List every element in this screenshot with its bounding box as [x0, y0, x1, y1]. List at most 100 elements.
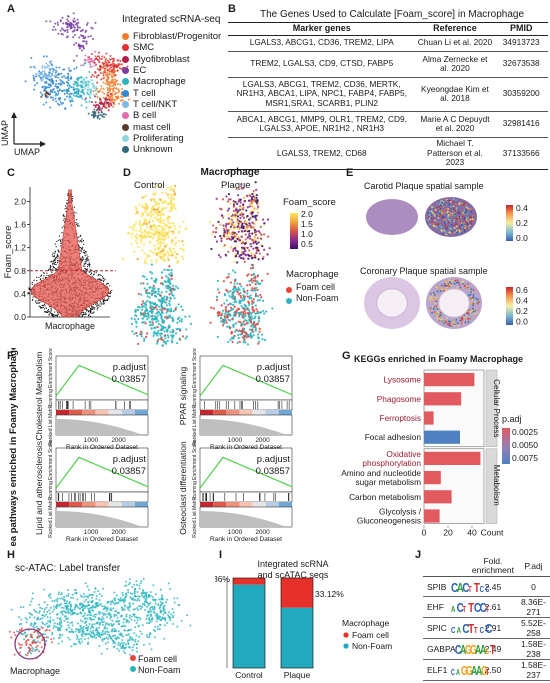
cell-point [136, 305, 140, 308]
panel-d-title: Macrophage [200, 167, 260, 178]
cell-point [106, 65, 109, 68]
rank-axis-label: Ranked List Metric [192, 496, 198, 538]
cell-point [181, 308, 184, 312]
cell-type-legend: Fibroblast/Progenitor SMC Myofibroblast EC M… [122, 31, 221, 155]
cell-point [247, 333, 250, 336]
cell-point [256, 333, 260, 336]
spatial-spot [451, 212, 454, 215]
cell-point [118, 63, 121, 66]
cell-point [160, 302, 164, 305]
cell-point [157, 206, 160, 209]
cell-point [76, 18, 79, 21]
cell-point [265, 310, 268, 313]
cell-point [248, 232, 251, 235]
cell-point [55, 80, 58, 83]
cell-point [67, 594, 70, 597]
cell-point [166, 316, 170, 320]
cell-point [81, 49, 84, 52]
cell-point [210, 306, 213, 309]
cell-point [87, 311, 90, 313]
cell-point [234, 271, 237, 274]
cell-point [131, 226, 134, 229]
vessel-lumen [438, 288, 470, 318]
spatial-spot [434, 302, 436, 305]
spatial-spot [429, 306, 432, 309]
cell-point [223, 229, 226, 232]
cell-point [106, 72, 109, 75]
cell-point [146, 312, 150, 315]
cell-point [76, 95, 79, 98]
cell-point [157, 319, 160, 322]
rank-colorbar-segment [200, 502, 214, 507]
cell-point [62, 81, 65, 84]
cell-point [80, 316, 82, 318]
cell-point [33, 279, 35, 281]
padj-value: 0.03857 [112, 374, 146, 385]
cell-point [109, 285, 111, 287]
spatial-spot [437, 228, 440, 231]
cell-point [63, 74, 66, 77]
spatial-spot [435, 214, 438, 217]
cell-point [143, 315, 146, 318]
cell-point [108, 98, 111, 101]
spatial-spot [472, 289, 475, 291]
cell-point [234, 236, 237, 239]
cell-point [120, 63, 123, 66]
cell-point [113, 63, 116, 66]
cell-point [240, 296, 243, 299]
cell-point [154, 200, 158, 204]
cell-point [234, 278, 237, 281]
spatial-spot [464, 285, 467, 288]
spatial-spot [469, 218, 472, 221]
cell-point [218, 291, 221, 294]
cell-point [37, 302, 39, 304]
cell-point [215, 227, 218, 231]
cell-point [115, 87, 118, 90]
cell-point [162, 238, 165, 241]
cell-point [50, 96, 53, 99]
spatial-spot [445, 203, 448, 206]
cell-point [48, 275, 50, 277]
cell-point [53, 314, 55, 316]
cell-point [142, 282, 145, 285]
rank-colorbar-segment [226, 502, 240, 507]
cell-point [215, 197, 218, 200]
cell-point [216, 288, 220, 291]
cell-point [93, 75, 96, 78]
cell-point [158, 184, 162, 187]
facet-label: Metabolism [492, 465, 501, 506]
cell-point [66, 92, 69, 95]
cell-point [170, 269, 173, 272]
cell-point [257, 205, 260, 208]
cell-point [88, 262, 90, 264]
panel-e: Carotid Plaque spatial sample Coronary P… [346, 165, 550, 347]
spatial-spot [470, 210, 473, 213]
cell-point [231, 318, 234, 321]
spatial-spot [437, 209, 440, 211]
cell-point [28, 616, 31, 619]
cell-point [165, 315, 168, 318]
cell-point [63, 219, 65, 221]
cell-point [221, 198, 225, 201]
cell-point [38, 74, 41, 77]
cell-point [247, 225, 250, 228]
cell-point [71, 97, 74, 100]
cell-point [140, 332, 143, 335]
cell-point [18, 616, 21, 619]
cell-point [156, 314, 159, 317]
cell-point [96, 58, 99, 61]
cell-point [56, 617, 59, 620]
cell-point [242, 327, 246, 331]
cell-point [251, 232, 254, 235]
cell-point [249, 316, 252, 320]
spatial-spot [439, 287, 442, 290]
spatial-spot [470, 291, 472, 293]
cell-point [242, 307, 245, 310]
cell-point [257, 315, 261, 318]
cell-point [131, 330, 134, 333]
x-tick-label: 1000 [84, 529, 99, 536]
cell-point [45, 636, 48, 639]
legend-tick-label: 0.0050 [512, 440, 538, 450]
legend-item: mast cell [122, 121, 221, 133]
spatial-spot [457, 216, 459, 219]
